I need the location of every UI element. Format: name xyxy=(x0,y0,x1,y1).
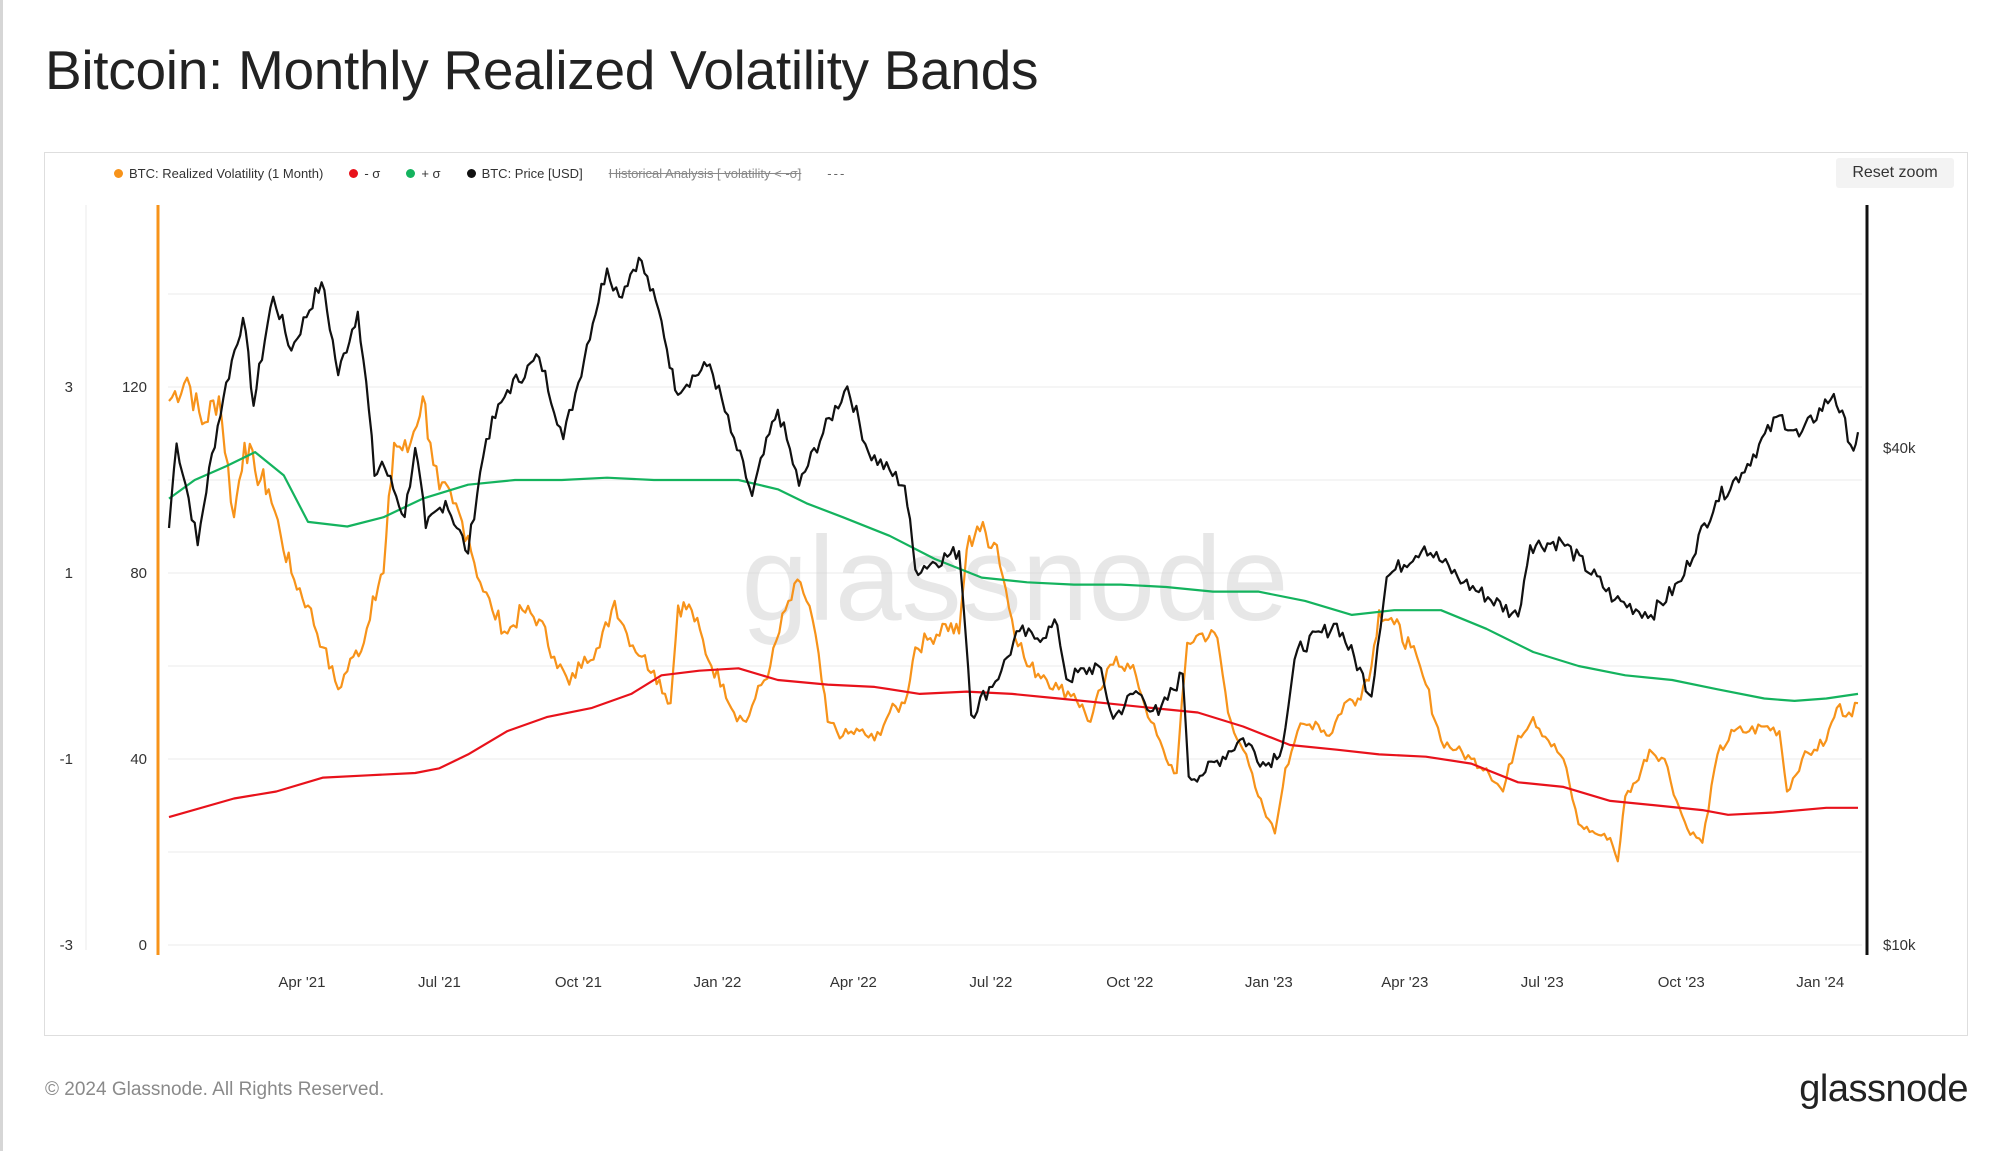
chart-legend: BTC: Realized Volatility (1 Month) - σ +… xyxy=(114,163,846,183)
series-minus-sigma-line xyxy=(168,667,1858,819)
chart-watermark: glassnode xyxy=(741,512,1288,646)
glassnode-logo: glassnode xyxy=(1799,1068,1968,1110)
legend-item-historical-analysis[interactable]: Historical Analysis [ volatility < -σ] xyxy=(609,166,802,181)
x-tick-label: Jul '23 xyxy=(1521,974,1564,991)
legend-dot-minus-sigma xyxy=(349,168,359,178)
y-left-tick-label: 40 xyxy=(130,751,147,768)
x-tick-label: Apr '21 xyxy=(278,974,325,991)
y-right-tick-label: $10k xyxy=(1883,937,1916,954)
legend-item-price[interactable]: BTC: Price [USD] xyxy=(466,165,583,181)
legend-label-minus-sigma: - σ xyxy=(364,165,381,181)
y-left-tick-label: 0 xyxy=(139,937,147,954)
x-tick-label: Oct '21 xyxy=(555,974,602,991)
x-tick-label: Jul '21 xyxy=(418,974,461,991)
page-title: Bitcoin: Monthly Realized Volatility Ban… xyxy=(45,39,1039,101)
z-tick-label: 3 xyxy=(65,379,73,396)
legend-label-historical-analysis: Historical Analysis [ volatility < -σ] xyxy=(608,165,802,181)
legend-item-minus-sigma[interactable]: - σ xyxy=(349,166,380,181)
legend-label-volatility: BTC: Realized Volatility (1 Month) xyxy=(129,165,324,181)
y-left-tick-label: 80 xyxy=(130,565,147,582)
page-left-rule xyxy=(0,0,3,1151)
y-left-tick-label: 120 xyxy=(122,379,147,396)
z-tick-label: 1 xyxy=(65,565,73,582)
y-right-tick-label: $40k xyxy=(1883,440,1916,457)
x-tick-label: Oct '23 xyxy=(1658,974,1705,991)
legend-dot-volatility xyxy=(114,168,123,178)
legend-label-price: BTC: Price [USD] xyxy=(481,165,583,181)
reset-zoom-button[interactable]: Reset zoom xyxy=(1836,158,1954,188)
x-tick-label: Jan '23 xyxy=(1245,974,1293,991)
legend-dot-plus-sigma xyxy=(406,168,416,178)
legend-more[interactable]: --- xyxy=(827,165,847,181)
series-plus-sigma-line xyxy=(168,451,1859,702)
z-tick-label: -3 xyxy=(60,937,73,954)
legend-dot-price xyxy=(466,168,476,178)
x-tick-label: Apr '22 xyxy=(830,974,877,991)
x-tick-label: Jan '24 xyxy=(1796,974,1844,991)
legend-item-volatility[interactable]: BTC: Realized Volatility (1 Month) xyxy=(114,166,323,181)
legend-item-plus-sigma[interactable]: + σ xyxy=(406,165,441,181)
x-tick-label: Oct '22 xyxy=(1106,974,1153,991)
copyright-footer: © 2024 Glassnode. All Rights Reserved. xyxy=(45,1079,385,1100)
legend-label-plus-sigma: + σ xyxy=(421,165,441,181)
x-tick-label: Jan '22 xyxy=(693,974,741,991)
series-price-line xyxy=(167,256,1860,783)
x-tick-label: Jul '22 xyxy=(969,974,1012,991)
x-tick-label: Apr '23 xyxy=(1381,974,1428,991)
series-volatility-line xyxy=(168,376,1859,863)
z-tick-label: -1 xyxy=(60,751,73,768)
